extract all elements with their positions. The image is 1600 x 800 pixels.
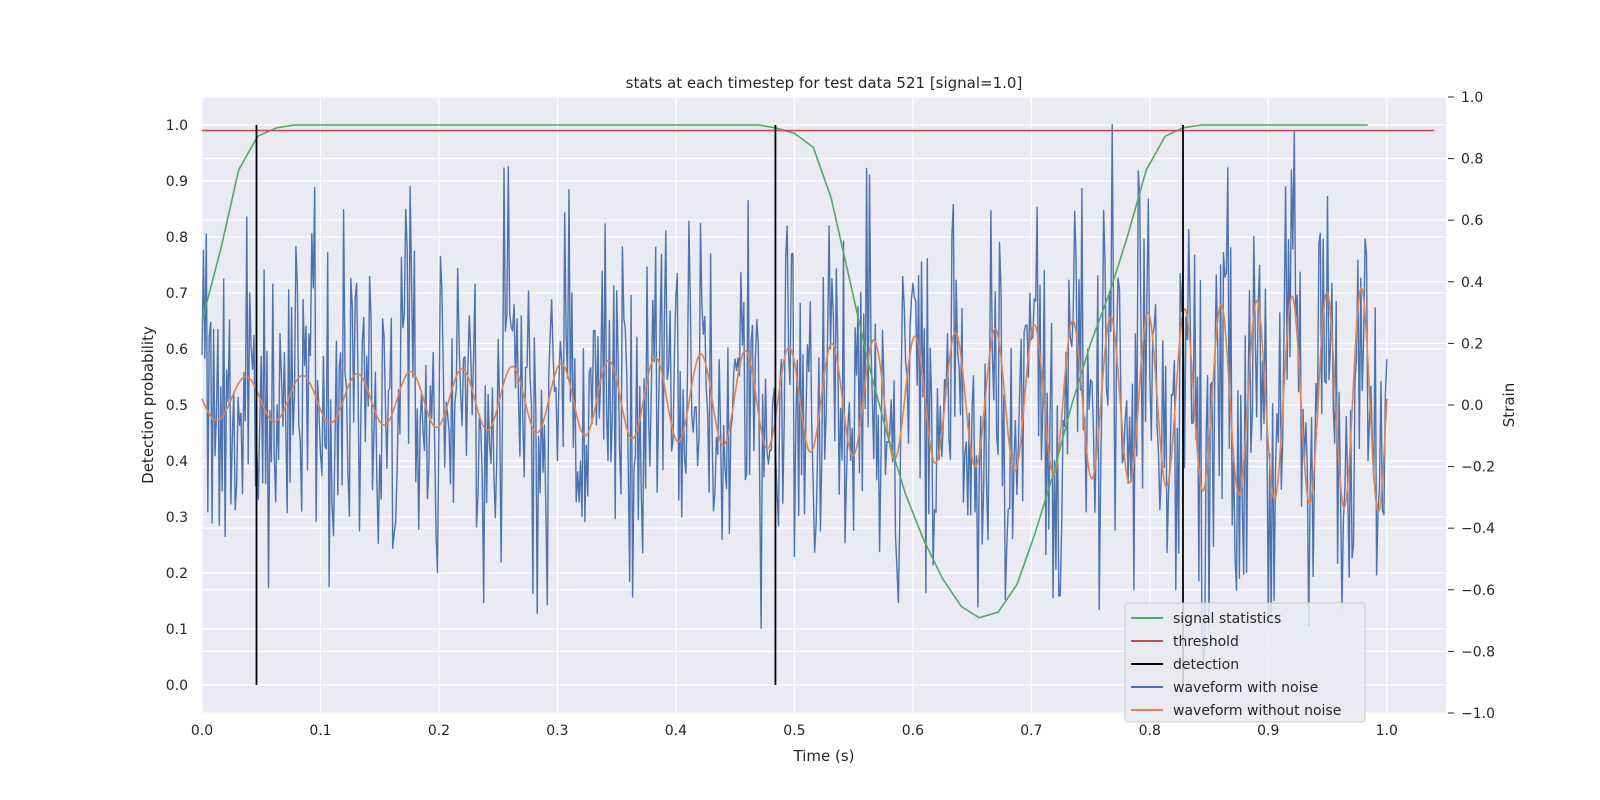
y2-tick-label: −1.0 [1461, 706, 1495, 722]
y2-tick-label: −0.8 [1461, 644, 1495, 660]
legend-label-waveform-without-noise: waveform without noise [1173, 703, 1341, 719]
y-axis-label: Detection probability [139, 326, 157, 484]
y2-tick-label: 0.8 [1461, 152, 1483, 168]
x-tick-label: 0.6 [902, 723, 924, 739]
y2-tick-label: 1.0 [1461, 90, 1483, 106]
legend-label-waveform-with-noise: waveform with noise [1173, 680, 1318, 696]
legend-box [1124, 602, 1366, 723]
series-waveform-with-noise [201, 123, 1388, 668]
y2-tick-label: 0.4 [1461, 275, 1483, 291]
y2-axis-label: Strain [1500, 383, 1518, 427]
x-tick-label: 0.2 [428, 723, 450, 739]
y-tick-label: 0.0 [166, 678, 188, 694]
legend-label-threshold: threshold [1173, 634, 1239, 650]
x-tick-label: 0.3 [546, 723, 568, 739]
x-tick-label: 0.0 [191, 723, 213, 739]
chart-title: stats at each timestep for test data 521… [626, 74, 1023, 92]
y-tick-label: 0.3 [166, 510, 188, 526]
tick-labels: 0.0 0.1 0.2 0.3 0.4 0.5 0.6 0.7 0.8 0.9 1.0 0.0 0.1 0… [166, 90, 1495, 739]
y-tick-label: 0.8 [166, 230, 188, 246]
x-tick-label: 0.9 [1257, 723, 1279, 739]
x-axis-label: Time (s) [793, 747, 855, 765]
y2-tick-label: 0.0 [1461, 398, 1483, 414]
y-tick-label: 0.9 [166, 174, 188, 190]
y2-tick-label: −0.4 [1461, 521, 1495, 537]
x-tick-label: 0.5 [783, 723, 805, 739]
legend-label-signal-statistics: signal statistics [1173, 611, 1281, 627]
legend-label-detection: detection [1173, 657, 1239, 673]
x-tick-label: 0.4 [665, 723, 687, 739]
y2-tick-label: −0.2 [1461, 460, 1495, 476]
y-tick-label: 0.4 [166, 454, 188, 470]
series-layer [201, 123, 1435, 685]
y2-tick-label: 0.2 [1461, 336, 1483, 352]
y-tick-label: 1.0 [166, 118, 188, 134]
series-signal-statistics [201, 124, 1368, 619]
y-tick-label: 0.6 [166, 342, 188, 358]
x-tick-label: 1.0 [1376, 723, 1398, 739]
x-tick-label: 0.8 [1139, 723, 1161, 739]
series-waveform-without-noise [201, 286, 1388, 513]
y-tick-label: 0.1 [166, 622, 188, 638]
y-tick-label: 0.7 [166, 286, 188, 302]
x-tick-label: 0.7 [1020, 723, 1042, 739]
x-tick-label: 0.1 [309, 723, 331, 739]
y-tick-label: 0.5 [166, 398, 188, 414]
y2-tick-label: −0.6 [1461, 583, 1495, 599]
y2-tick-label: 0.6 [1461, 213, 1483, 229]
legend: signal statistics threshold detection wa… [1124, 602, 1366, 723]
y-tick-label: 0.2 [166, 566, 188, 582]
